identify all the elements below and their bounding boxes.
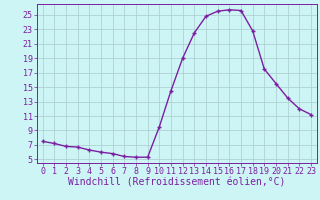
X-axis label: Windchill (Refroidissement éolien,°C): Windchill (Refroidissement éolien,°C) xyxy=(68,178,285,188)
